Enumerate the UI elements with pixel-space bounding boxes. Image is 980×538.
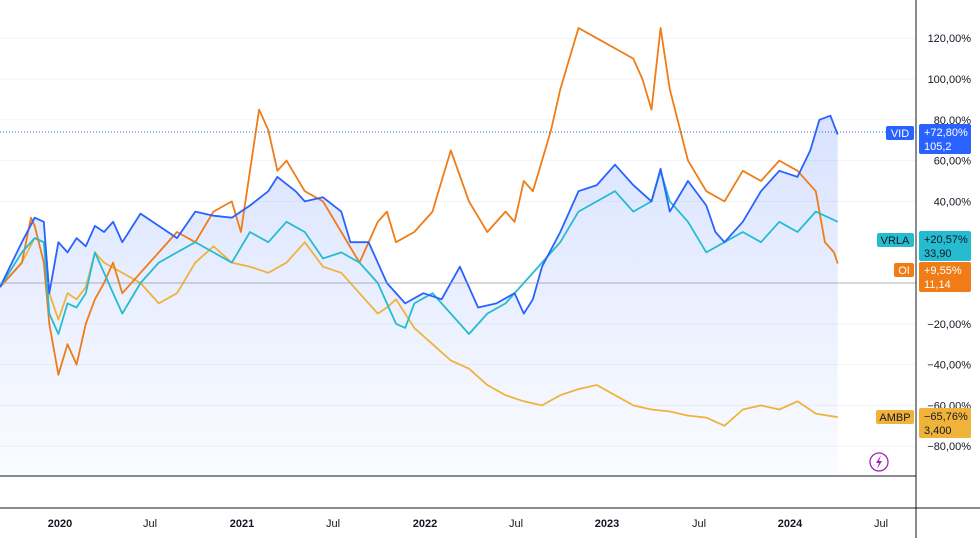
series-line-vrla[interactable]	[0, 169, 839, 335]
y-tick-label: 100,00%	[928, 74, 972, 86]
y-tick-label: −40,00%	[927, 360, 971, 372]
x-tick-2021: 2021	[230, 518, 254, 530]
y-tick-label: −20,00%	[927, 319, 971, 331]
y-axis[interactable]: 120,00% 100,00% 80,00% 60,00% 40,00% −20,00% −…	[927, 33, 971, 453]
tag-vrla-name: VRLA	[881, 235, 910, 247]
y-tick-label: 60,00%	[934, 156, 972, 168]
tag-ambp-name: AMBP	[879, 412, 910, 424]
lightning-icon[interactable]	[869, 452, 889, 472]
series-line-vid[interactable]	[0, 114, 839, 315]
tag-vid-change: +72,80%	[924, 127, 968, 139]
x-axis[interactable]: 2020 Jul 2021 Jul 2022 Jul 2023 Jul 2024…	[48, 518, 888, 530]
tag-vrla-change: +20,57%	[924, 234, 968, 246]
tag-oi[interactable]: OI +9,55% 11,14	[894, 262, 971, 292]
series-line-oi[interactable]	[0, 27, 839, 376]
y-tick-label: 120,00%	[928, 33, 972, 45]
y-tick-label: 80,00%	[934, 115, 972, 127]
tag-oi-change: +9,55%	[924, 265, 962, 277]
y-tick-label: 40,00%	[934, 196, 972, 208]
series-lines	[0, 27, 839, 427]
tag-ambp[interactable]: AMBP −65,76% 3,400	[876, 408, 971, 438]
x-tick-2023-jul: Jul	[692, 518, 706, 530]
x-tick-2024-jul: Jul	[874, 518, 888, 530]
tag-vid-price: 105,2	[924, 141, 952, 153]
x-tick-2022-jul: Jul	[509, 518, 523, 530]
tag-ambp-change: −65,76%	[924, 411, 968, 423]
x-tick-2020: 2020	[48, 518, 72, 530]
tag-vrla[interactable]: VRLA +20,57% 33,90	[877, 231, 971, 261]
x-tick-2024: 2024	[778, 518, 803, 530]
x-tick-2021-jul: Jul	[326, 518, 340, 530]
tag-oi-name: OI	[898, 265, 910, 277]
tag-vrla-price: 33,90	[924, 248, 952, 260]
x-tick-2020-jul: Jul	[143, 518, 157, 530]
y-tick-label: −80,00%	[927, 441, 971, 453]
tag-vid-name: VID	[891, 128, 909, 140]
x-tick-2023: 2023	[595, 518, 619, 530]
x-tick-2022: 2022	[413, 518, 437, 530]
tag-oi-price: 11,14	[924, 279, 951, 291]
tag-vid[interactable]: VID +72,80% 105,2	[886, 124, 971, 154]
tag-ambp-price: 3,400	[924, 425, 952, 437]
